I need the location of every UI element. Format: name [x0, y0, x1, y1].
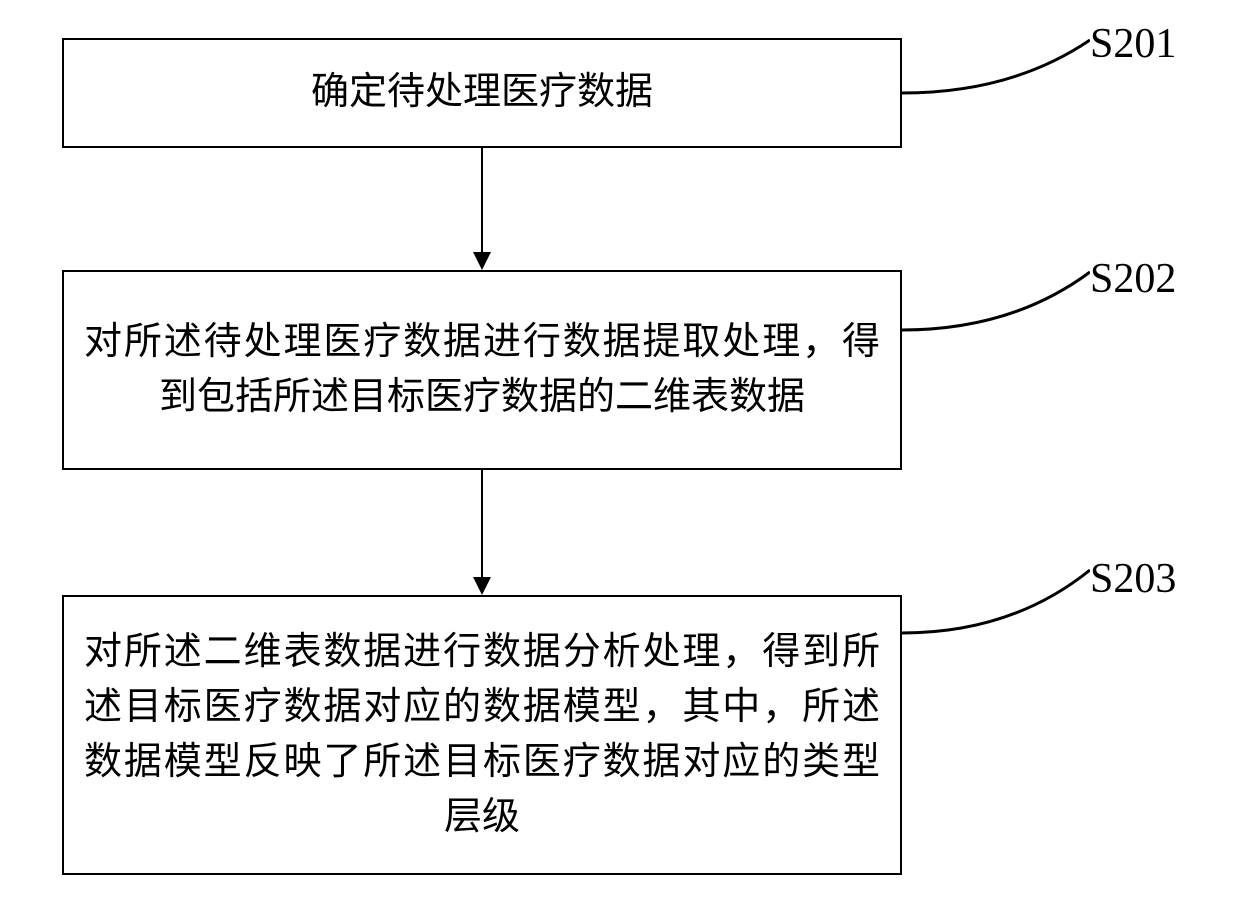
step-box-s203: 对所述二维表数据进行数据分析处理，得到所述目标医疗数据对应的数据模型，其中，所述… — [62, 595, 902, 875]
arrow-line-1 — [481, 148, 483, 252]
step-label-s202: S202 — [1090, 255, 1176, 303]
connector-s203 — [902, 568, 1090, 638]
step-box-s202: 对所述待处理医疗数据进行数据提取处理，得到包括所述目标医疗数据的二维表数据 — [62, 270, 902, 470]
step-text-s202: 对所述待处理医疗数据进行数据提取处理，得到包括所述目标医疗数据的二维表数据 — [84, 315, 880, 425]
connector-s202 — [902, 270, 1090, 335]
step-text-s203: 对所述二维表数据进行数据分析处理，得到所述目标医疗数据对应的数据模型，其中，所述… — [84, 625, 880, 845]
step-label-s203: S203 — [1090, 555, 1176, 603]
step-text-s201: 确定待处理医疗数据 — [311, 65, 653, 120]
connector-s201 — [902, 38, 1090, 98]
arrow-head-2 — [473, 577, 491, 595]
step-box-s201: 确定待处理医疗数据 — [62, 38, 902, 148]
step-label-s201: S201 — [1090, 20, 1176, 68]
arrow-line-2 — [481, 470, 483, 577]
arrow-head-1 — [473, 252, 491, 270]
